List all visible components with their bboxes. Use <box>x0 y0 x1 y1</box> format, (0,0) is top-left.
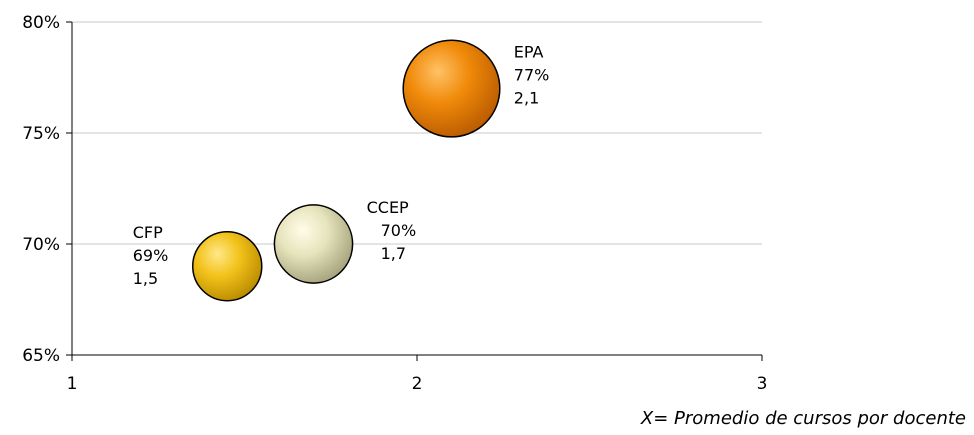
bubble-labels: CFP 69% 1,5 CCEP 70% 1,7 EPA 77% 2,1 <box>133 43 550 289</box>
y-tick-label-0: 65% <box>22 346 60 366</box>
bubble-label-epa-0: EPA <box>514 43 544 62</box>
y-tick-label-1: 70% <box>22 235 60 255</box>
bubble-cfp <box>192 230 263 302</box>
bubble-label-cfp-0: CFP <box>133 223 163 242</box>
axes: 65% 70% 75% 80% 1 2 3 <box>22 13 767 394</box>
x-tick-label-0: 1 <box>67 374 78 394</box>
bubble-series <box>192 39 501 302</box>
x-axis-title: X= Promedio de cursos por docente <box>640 408 966 429</box>
bubble-label-epa-2: 2,1 <box>514 89 539 108</box>
bubble-label-ccep-1: 70% <box>381 221 417 240</box>
x-tick-label-2: 3 <box>757 374 768 394</box>
bubble-label-ccep-0: CCEP <box>367 198 409 217</box>
x-tick-label-1: 2 <box>412 374 423 394</box>
bubble-label-ccep-2: 1,7 <box>381 244 406 263</box>
bubble-epa <box>402 39 501 138</box>
bubble-label-epa-1: 77% <box>514 66 550 85</box>
grid-lines <box>72 21 762 245</box>
bubble-label-cfp-2: 1,5 <box>133 269 158 288</box>
y-tick-label-3: 80% <box>22 13 60 33</box>
bubble-label-cfp-1: 69% <box>133 246 169 265</box>
y-tick-label-2: 75% <box>22 124 60 144</box>
bubble-ccep <box>273 204 354 284</box>
